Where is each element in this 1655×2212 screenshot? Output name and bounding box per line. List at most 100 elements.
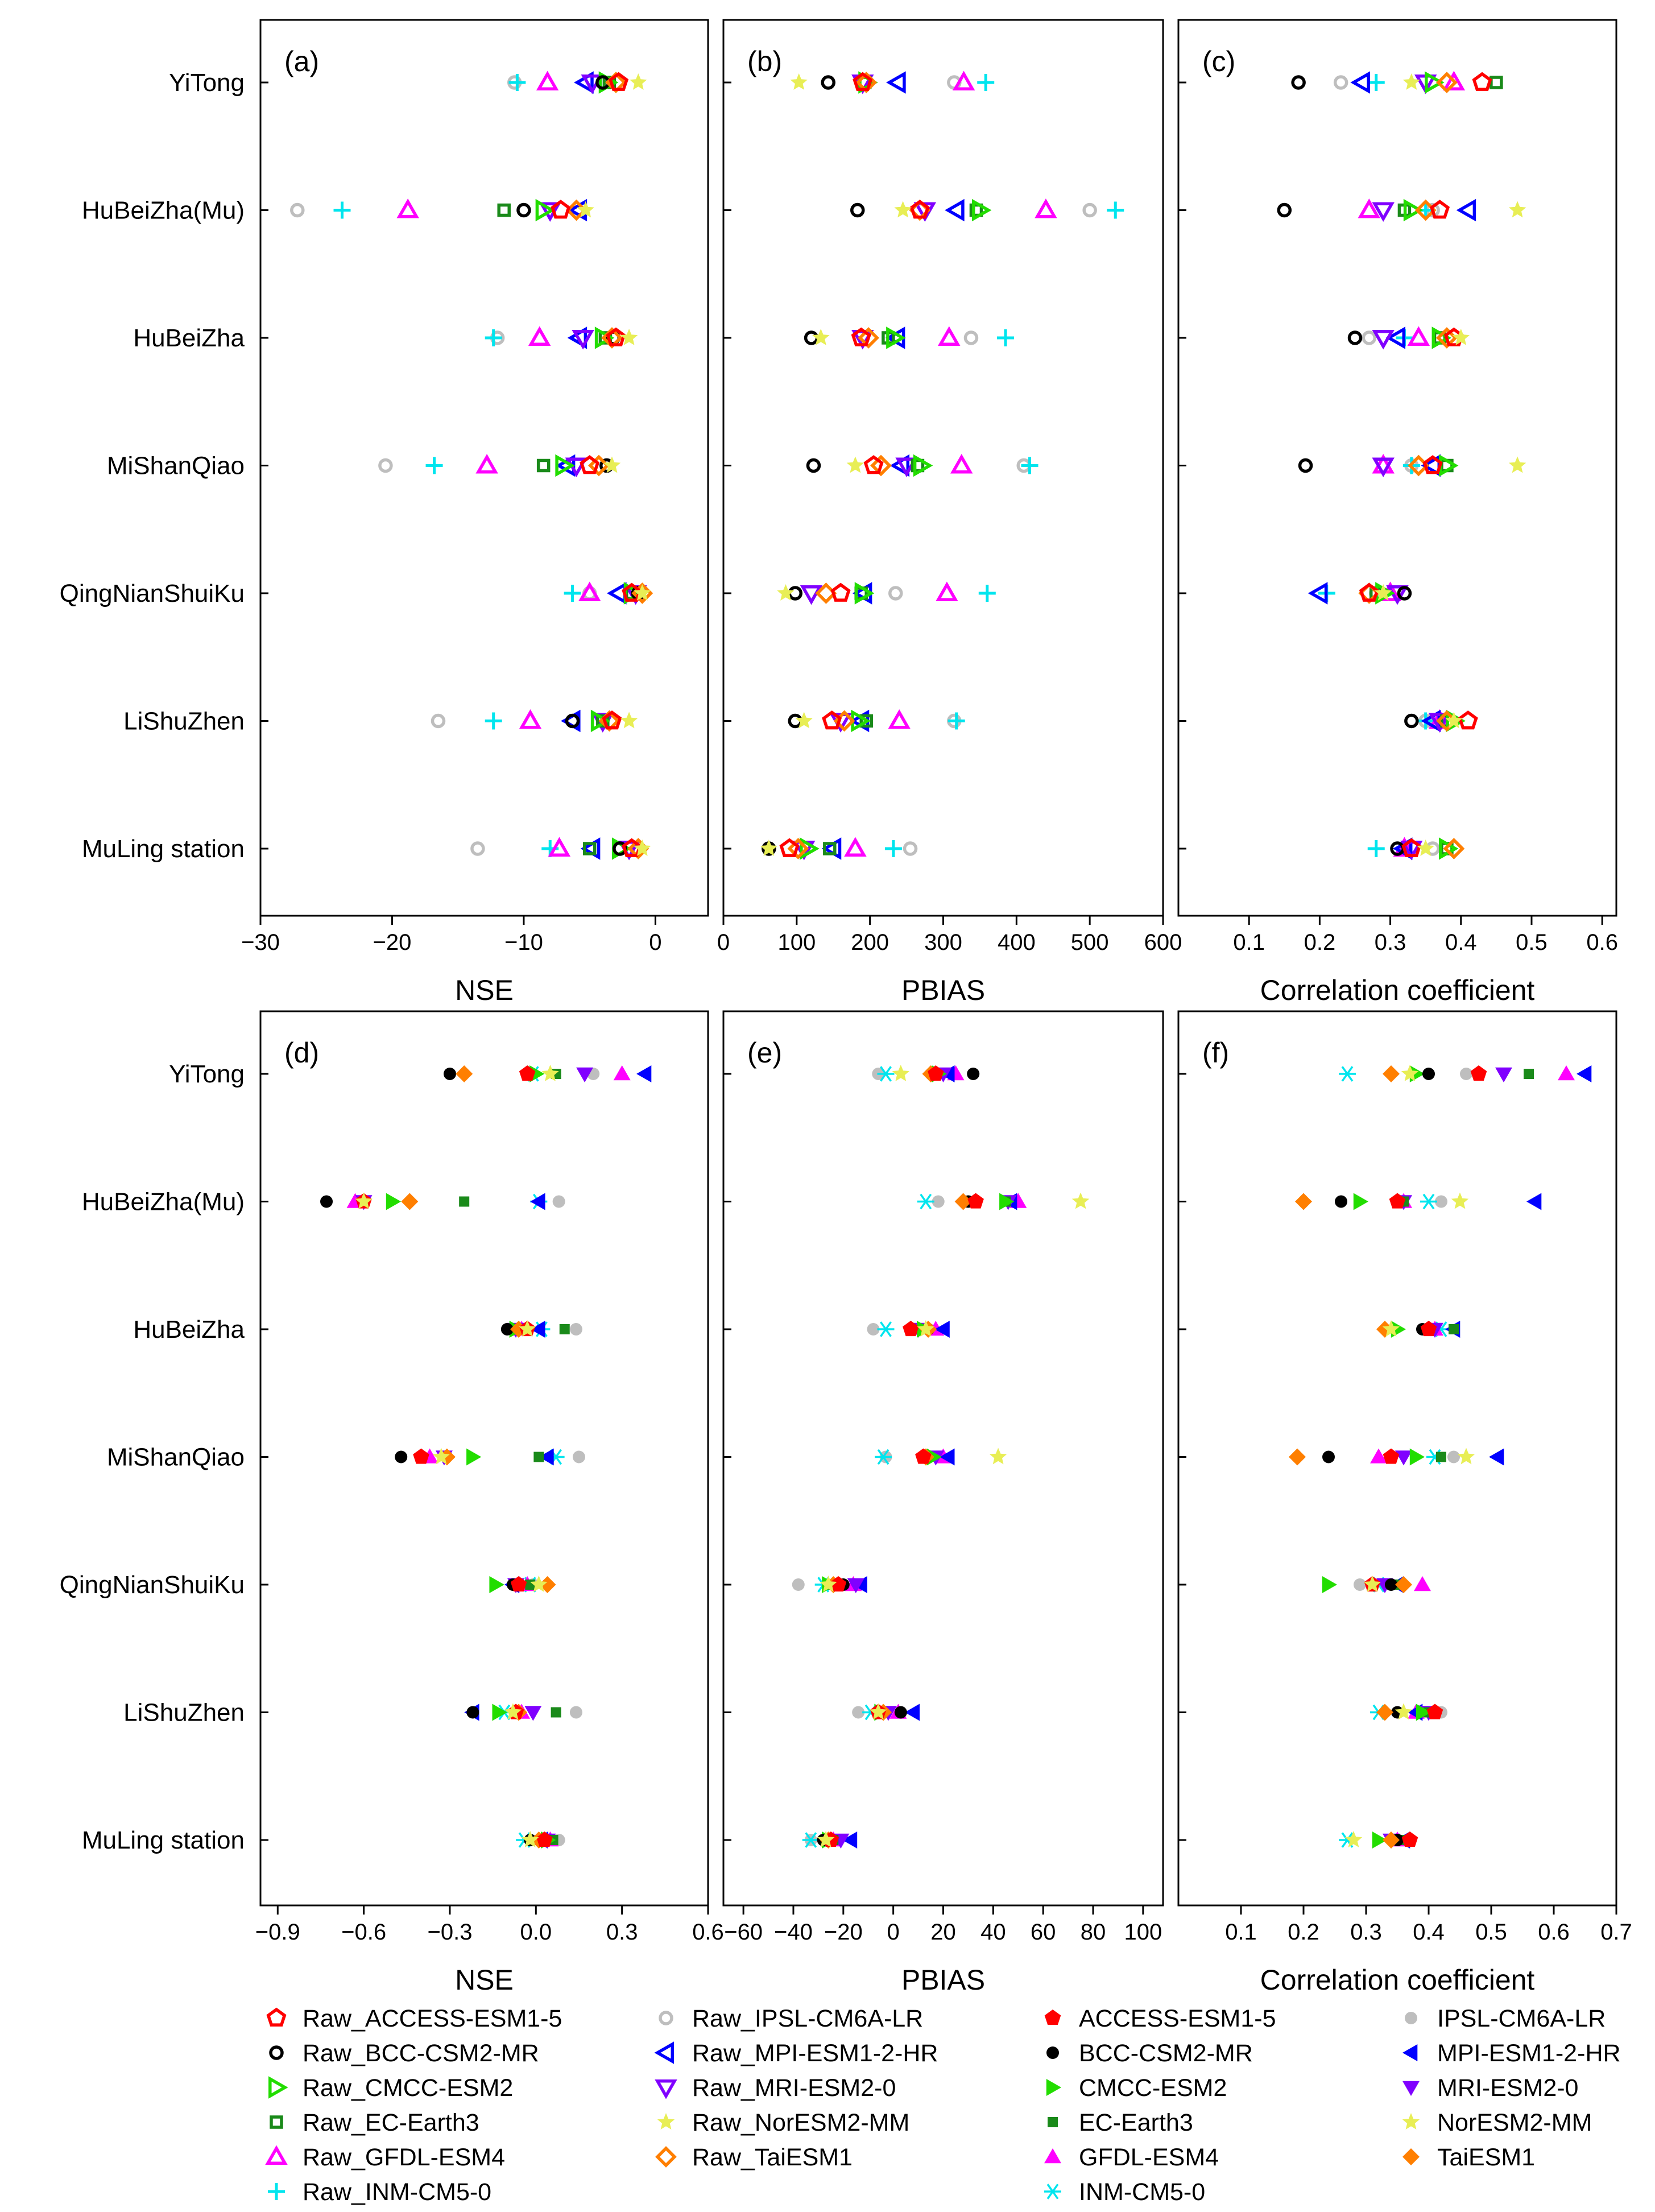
panel-c-point-yitong-mpi-esm1-2-hr (1350, 71, 1370, 94)
panel-d-point-lishuzhen-ipsl-cm6a-lr (569, 1706, 582, 1719)
legend-item-ec-earth3: EC-Earth3 (1048, 2109, 1193, 2136)
panel-c-point-hubeizha-mu-mri-esm2-0 (1372, 202, 1395, 222)
panel-f-point-mishanqiao-access-esm1-5 (1383, 1448, 1400, 1464)
panel-a-frame (259, 19, 709, 917)
panel-f-point-mishanqiao-bcc-csm2-mr (1322, 1450, 1335, 1463)
legend-item-raw-inm-cm5-0: Raw_INM-CM5-0 (268, 2178, 491, 2206)
panel-b-point-mishanqiao-access-esm1-5 (863, 455, 884, 474)
legend-item-raw-bcc-csm2-mr: Raw_BCC-CSM2-MR (269, 2040, 539, 2067)
legend-marker-taiesm1 (1402, 2148, 1420, 2165)
panel-e-xtick-label: 0 (887, 1920, 900, 1945)
panel-e-point-hubeizha-ipsl-cm6a-lr (867, 1323, 880, 1336)
legend-item-raw-mri-esm2-0: Raw_MRI-ESM2-0 (655, 2074, 896, 2102)
panel-f-point-yitong-access-esm1-5 (1470, 1065, 1487, 1081)
panel-a-point-hubeizha-mu-ec-earth3 (497, 203, 511, 217)
panel-d-point-lishuzhen-noresm2-mm (504, 1703, 522, 1720)
panel-f-point-hubeizha-mu-taiesm1 (1295, 1193, 1312, 1210)
panel-c-point-yitong-cmcc-esm2 (1425, 71, 1445, 94)
panel-e-xtick-label: −40 (774, 1920, 813, 1945)
legend-marker-raw-bcc-csm2-mr (269, 2045, 284, 2060)
panel-a-point-hubeizha-mu-access-esm1-5 (551, 200, 571, 219)
panel-d-xlabel: NSE (455, 1964, 514, 1996)
panel-b-point-hubeizha-cmcc-esm2 (886, 326, 906, 349)
legend-label-raw-taiesm1: Raw_TaiESM1 (692, 2144, 853, 2171)
legend-label-raw-gfdl-esm4: Raw_GFDL-ESM4 (303, 2144, 505, 2171)
panel-a-point-hubeizha-mu-noresm2-mm (577, 201, 594, 218)
panel-d: −0.9 −0.6 −0.3 0.0 0.3 0.6 NSE (d) YiTong HuBeiZh… (60, 1010, 724, 1996)
panel-f-xtick-label: 0.1 (1225, 1920, 1257, 1945)
panel-e-point-hubeizha-noresm2-mm (917, 1320, 934, 1337)
panel-e-point-mishanqiao-mpi-esm1-2-hr (940, 1448, 955, 1466)
panel-c-xtick-label: 0.2 (1304, 930, 1336, 955)
panel-f-point-yitong-taiesm1 (1383, 1065, 1400, 1082)
panel-c-point-hubeizha-mpi-esm1-2-hr (1385, 326, 1406, 349)
panel-d-letter: (d) (284, 1037, 319, 1069)
panel-c-point-qingnianshuiku-mri-esm2-0 (1386, 585, 1409, 605)
panel-a-point-hubeizha-mri-esm2-0 (572, 330, 594, 350)
panel-d-point-yitong-mri-esm2-0 (576, 1067, 594, 1082)
panel-d-point-lishuzhen-mri-esm2-0 (524, 1706, 542, 1721)
legend-label-inm-cm5-0: INM-CM5-0 (1079, 2178, 1205, 2206)
panel-f-letter: (f) (1202, 1037, 1229, 1069)
panel-d-point-yitong-access-esm1-5 (519, 1065, 536, 1081)
legend-label-raw-access-esm1-5: Raw_ACCESS-ESM1-5 (303, 2005, 562, 2032)
panel-b-point-mishanqiao-noresm2-mm (846, 456, 864, 473)
panel-a-point-mishanqiao-ipsl-cm6a-lr (378, 458, 393, 473)
panel-c-point-mishanqiao-mri-esm2-0 (1372, 457, 1395, 478)
panel-d-station-label-qingnianshuiku: QingNianShuiKu (60, 1571, 245, 1599)
panel-f-point-muling-station-noresm2-mm (1344, 1831, 1363, 1847)
panel-a-point-hubeizha-gfdl-esm4 (528, 326, 551, 346)
panel-c-point-hubeizha-taiesm1 (1436, 327, 1458, 349)
panel-d-point-qingnianshuiku-noresm2-mm (530, 1576, 548, 1592)
panel-e-point-mishanqiao-inm-cm5-0 (875, 1449, 892, 1465)
panel-f-xtick-label: 0.5 (1475, 1920, 1507, 1945)
panel-d-point-muling-station-access-esm1-5 (536, 1831, 553, 1847)
panel-e-point-hubeizha-access-esm1-5 (903, 1321, 919, 1337)
panel-b-point-hubeizha-mu-mpi-esm1-2-hr (945, 199, 965, 222)
panel-d-point-hubeizha-mu-ipsl-cm6a-lr (552, 1195, 565, 1208)
panel-d-frame (259, 1010, 709, 1907)
panel-c-point-hubeizha-mu-access-esm1-5 (1430, 200, 1450, 219)
panel-f-point-mishanqiao-noresm2-mm (1457, 1448, 1475, 1465)
panel-a-point-mishanqiao-ec-earth3 (536, 458, 551, 473)
panel-c-point-muling-station-noresm2-mm (1417, 840, 1434, 856)
panel-a-station-label-muling-station: MuLing station (82, 835, 245, 863)
panel-a-letter: (a) (284, 46, 319, 77)
panel-b-point-mishanqiao-cmcc-esm2 (913, 454, 933, 477)
panel-b-point-qingnianshuiku-bcc-csm2-mr (788, 586, 803, 601)
legend-marker-raw-ipsl-cm6a-lr (659, 2011, 673, 2025)
legend-marker-noresm2-mm (1402, 2113, 1420, 2130)
panel-e-point-muling-station-inm-cm5-0 (802, 1832, 820, 1848)
panel-a-point-hubeizha-mu-inm-cm5-0 (333, 201, 351, 219)
panel-e-point-qingnianshuiku-mri-esm2-0 (847, 1578, 864, 1593)
panel-a-point-lishuzhen-inm-cm5-0 (485, 712, 502, 730)
panel-d-point-mishanqiao-ec-earth3 (533, 1452, 544, 1462)
panel-c: 0.1 0.2 0.3 0.4 0.5 0.6 Correlation coefficien… (1177, 19, 1618, 1006)
legend-marker-raw-taiesm1 (655, 2146, 677, 2168)
panel-e-point-hubeizha-inm-cm5-0 (877, 1321, 895, 1337)
panel-e-xtick-label: 60 (1031, 1920, 1056, 1945)
panel-b-xtick-label: 500 (1071, 930, 1109, 955)
panel-f-point-hubeizha-noresm2-mm (1382, 1320, 1400, 1337)
legend-item-access-esm1-5: ACCESS-ESM1-5 (1044, 2005, 1276, 2032)
panel-b-point-mishanqiao-bcc-csm2-mr (806, 458, 821, 473)
panel-e-xtick-label: −20 (824, 1920, 863, 1945)
panel-a-point-mishanqiao-gfdl-esm4 (475, 453, 498, 474)
panel-c-point-qingnianshuiku-bcc-csm2-mr (1397, 586, 1412, 601)
legend-item-raw-noresm2-mm: Raw_NorESM2-MM (657, 2109, 909, 2136)
legend-item-raw-gfdl-esm4: Raw_GFDL-ESM4 (265, 2144, 505, 2171)
legend-label-raw-cmcc-esm2: Raw_CMCC-ESM2 (303, 2074, 513, 2102)
panel-a-station-label-yitong: YiTong (169, 69, 245, 97)
panel-a-point-mishanqiao-inm-cm5-0 (425, 457, 443, 474)
legend-marker-cmcc-esm2 (1046, 2079, 1061, 2096)
panel-a-point-qingnianshuiku-gfdl-esm4 (578, 581, 601, 602)
legend-marker-raw-noresm2-mm (657, 2113, 675, 2130)
panel-c-point-hubeizha-mu-noresm2-mm (1508, 201, 1526, 218)
panel-a-point-lishuzhen-ipsl-cm6a-lr (431, 713, 446, 729)
legend-marker-ipsl-cm6a-lr (1405, 2012, 1417, 2024)
panel-a-point-lishuzhen-access-esm1-5 (602, 710, 622, 730)
panel-a-point-muling-station-noresm2-mm (634, 840, 651, 856)
panel-a-point-hubeizha-mu-ipsl-cm6a-lr (290, 202, 305, 218)
panel-d-point-yitong-noresm2-mm (541, 1065, 559, 1081)
panel-f: 0.1 0.2 0.3 0.4 0.5 0.6 0.7 Correlation coeffic… (1177, 1010, 1632, 1996)
